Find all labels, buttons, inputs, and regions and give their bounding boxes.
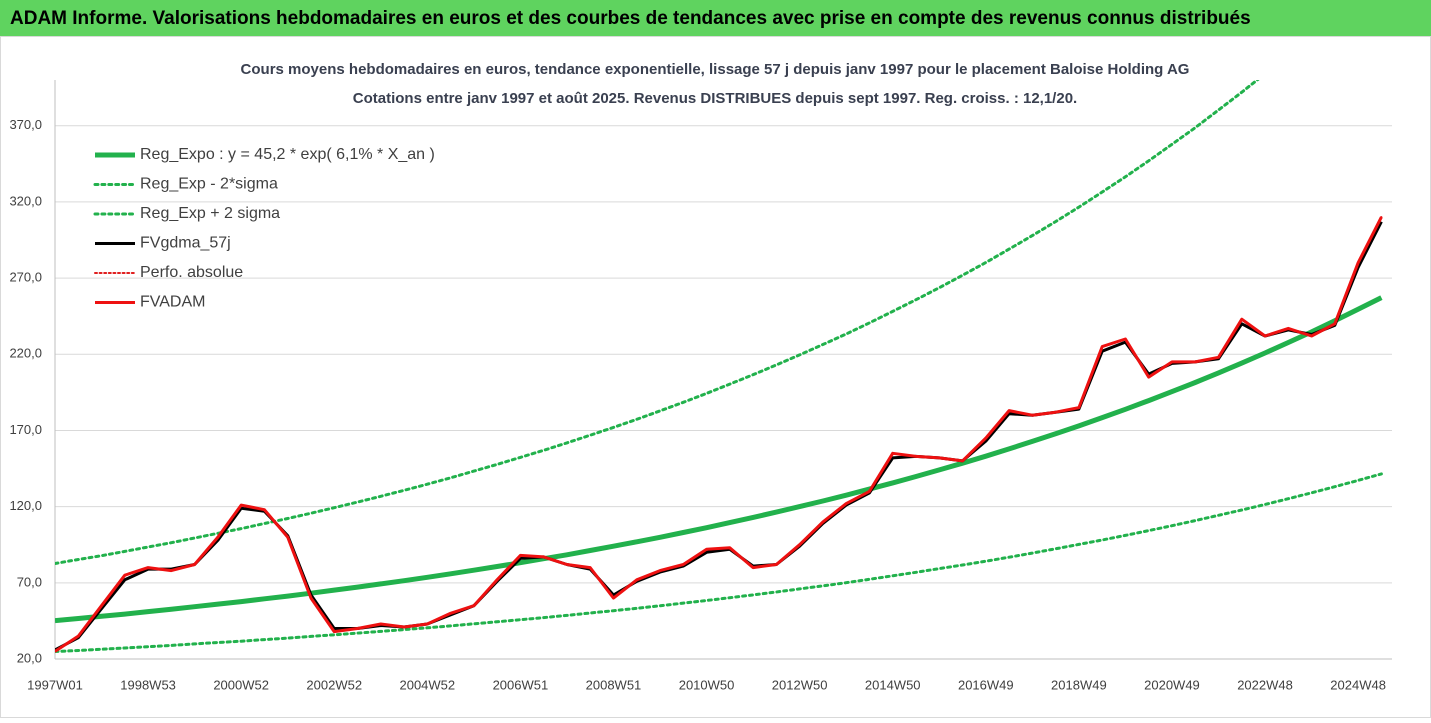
x-tick-label: 2010W50 [679, 677, 735, 692]
series-line [55, 472, 1383, 653]
x-tick-label: 2018W49 [1051, 677, 1107, 692]
y-tick-label: 20,0 [17, 650, 42, 665]
x-tick-label: 2002W52 [306, 677, 362, 692]
series-line [55, 295, 1383, 624]
chart-frame [0, 36, 1431, 718]
x-tick-label: 2008W51 [586, 677, 642, 692]
legend-label: FVADAM [140, 294, 205, 311]
x-tick-label: 1998W53 [120, 677, 176, 692]
y-tick-label: 370,0 [9, 117, 42, 132]
plot-area [55, 80, 1383, 653]
header-title: ADAM Informe. Valorisations hebdomadaire… [10, 8, 1251, 29]
x-tick-label: 2004W52 [399, 677, 455, 692]
series-line [55, 216, 1383, 653]
x-tick-label: 2024W48 [1330, 677, 1386, 692]
header-bar [0, 0, 1431, 36]
y-tick-label: 170,0 [9, 422, 42, 437]
y-tick-label: 220,0 [9, 346, 42, 361]
series-line [55, 216, 1383, 653]
legend-label: FVgdma_57j [140, 235, 231, 252]
x-tick-label: 2006W51 [493, 677, 549, 692]
legend-label: Reg_Exp - 2*sigma [140, 176, 278, 193]
series-line [55, 80, 1260, 565]
legend-label: Reg_Exp + 2 sigma [140, 205, 280, 222]
y-tick-label: 70,0 [17, 574, 42, 589]
y-tick-label: 270,0 [9, 270, 42, 285]
x-tick-label: 2016W49 [958, 677, 1014, 692]
x-tick-label: 1997W01 [27, 677, 83, 692]
y-tick-label: 120,0 [9, 498, 42, 513]
x-tick-label: 2014W50 [865, 677, 921, 692]
x-tick-label: 2020W49 [1144, 677, 1200, 692]
legend-label: Perfo. absolue [140, 264, 243, 281]
chart-subtitle: Cotations entre janv 1997 et août 2025. … [353, 90, 1077, 107]
x-tick-label: 2000W52 [213, 677, 269, 692]
legend-label: Reg_Expo : y = 45,2 * exp( 6,1% * X_an ) [140, 146, 435, 163]
series-line [55, 221, 1383, 652]
y-tick-label: 320,0 [9, 193, 42, 208]
x-tick-label: 2022W48 [1237, 677, 1293, 692]
chart-title: Cours moyens hebdomadaires en euros, ten… [241, 61, 1190, 78]
x-tick-label: 2012W50 [772, 677, 828, 692]
